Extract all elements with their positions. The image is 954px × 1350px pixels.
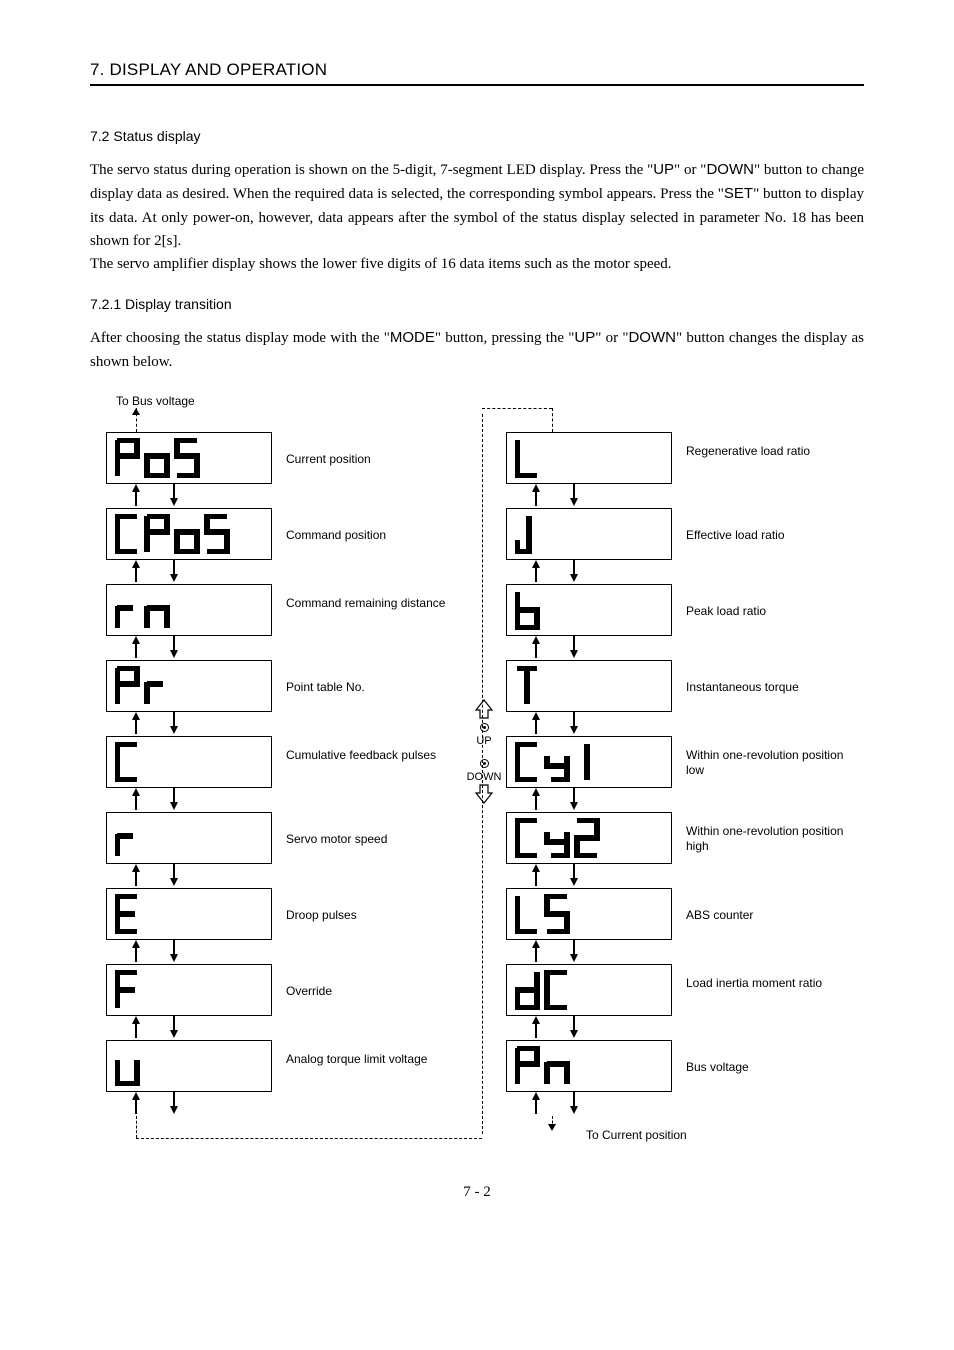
intro-paragraph-3: After choosing the status display mode w… [90, 326, 864, 374]
desc-left-8: Analog torque limit voltage [286, 1052, 446, 1067]
desc-right-0: Regenerative load ratio [686, 444, 846, 459]
desc-left-4: Cumulative feedback pulses [286, 748, 446, 763]
center-up-down: UP DOWN [454, 698, 514, 808]
flow-arrow [126, 1016, 186, 1038]
flow-arrow [526, 636, 586, 658]
seg-display-right-0 [506, 432, 672, 484]
down-label: DOWN [467, 771, 502, 783]
desc-right-1: Effective load ratio [686, 528, 846, 543]
desc-right-2: Peak load ratio [686, 604, 846, 619]
desc-left-6: Droop pulses [286, 908, 446, 923]
bottom-loop-label: To Current position [586, 1128, 687, 1142]
seg-display-left-8 [106, 1040, 272, 1092]
center-dashed-line [482, 414, 483, 1134]
seg-display-left-3 [106, 660, 272, 712]
desc-right-7: Load inertia moment ratio [686, 976, 846, 991]
flow-arrow [126, 712, 186, 734]
flow-arrow [126, 864, 186, 886]
desc-right-8: Bus voltage [686, 1060, 846, 1075]
desc-right-4: Within one-revolution position low [686, 748, 846, 778]
seg-display-right-3 [506, 660, 672, 712]
seg-display-left-1 [106, 508, 272, 560]
flow-arrow [526, 788, 586, 810]
flow-arrow [126, 1092, 186, 1114]
seg-display-right-5 [506, 812, 672, 864]
seg-display-right-6 [506, 888, 672, 940]
flow-arrow [526, 864, 586, 886]
seg-display-left-6 [106, 888, 272, 940]
desc-left-7: Override [286, 984, 446, 999]
desc-left-3: Point table No. [286, 680, 446, 695]
seg-display-left-7 [106, 964, 272, 1016]
seg-display-right-4 [506, 736, 672, 788]
desc-right-3: Instantaneous torque [686, 680, 846, 695]
flow-arrow [126, 788, 186, 810]
display-transition-diagram: To Bus voltage UP [86, 394, 856, 1154]
flow-arrow [126, 484, 186, 506]
page-number: 7 - 2 [90, 1184, 864, 1201]
desc-right-6: ABS counter [686, 908, 846, 923]
flow-arrow [126, 636, 186, 658]
seg-display-left-2 [106, 584, 272, 636]
seg-display-right-7 [506, 964, 672, 1016]
flow-arrow [526, 1092, 586, 1114]
desc-left-5: Servo motor speed [286, 832, 446, 847]
flow-arrow [526, 1016, 586, 1038]
top-loop-label: To Bus voltage [116, 394, 195, 408]
seg-display-left-5 [106, 812, 272, 864]
seg-display-right-8 [506, 1040, 672, 1092]
seg-display-right-1 [506, 508, 672, 560]
flow-arrow [526, 940, 586, 962]
seg-display-right-2 [506, 584, 672, 636]
seg-display-left-4 [106, 736, 272, 788]
desc-right-5: Within one-revolution position high [686, 824, 846, 854]
header-rule [90, 84, 864, 86]
flow-arrow [126, 940, 186, 962]
flow-arrow [526, 484, 586, 506]
desc-left-1: Command position [286, 528, 446, 543]
desc-left-2: Command remaining distance [286, 596, 446, 611]
flow-arrow [526, 712, 586, 734]
section-title: 7.2 Status display [90, 128, 864, 144]
seg-display-left-0 [106, 432, 272, 484]
chapter-title: 7. DISPLAY AND OPERATION [90, 60, 864, 80]
flow-arrow [126, 560, 186, 582]
subsection-title: 7.2.1 Display transition [90, 296, 864, 312]
intro-paragraph-1: The servo status during operation is sho… [90, 158, 864, 276]
up-label: UP [476, 735, 491, 747]
desc-left-0: Current position [286, 452, 446, 467]
flow-arrow [526, 560, 586, 582]
